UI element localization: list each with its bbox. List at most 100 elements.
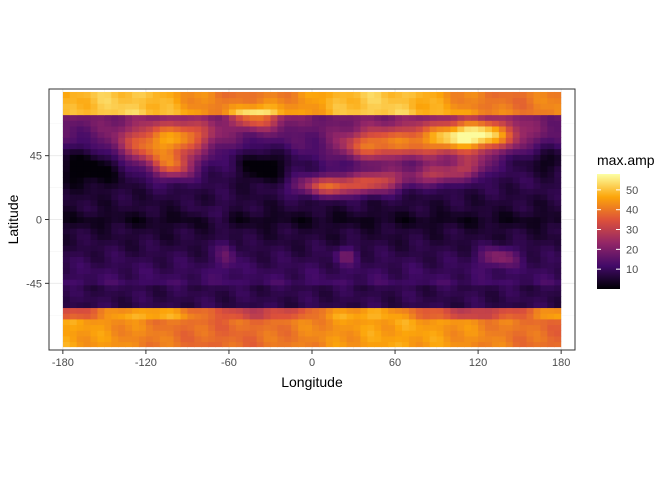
heatmap-cell [305, 330, 313, 337]
heatmap-cell [533, 205, 541, 212]
heatmap-cell [166, 284, 175, 292]
heatmap-cell [284, 91, 292, 99]
heatmap-cell [104, 256, 112, 263]
heatmap-cell [277, 273, 285, 280]
heatmap-cell [152, 188, 161, 195]
heatmap-cell [471, 171, 479, 178]
heatmap-cell [298, 307, 306, 314]
heatmap-cell [485, 335, 493, 343]
heatmap-cell [415, 267, 424, 274]
heatmap-cell [505, 199, 514, 206]
heatmap-cell [374, 188, 382, 195]
heatmap-cell [312, 279, 320, 286]
heatmap-cell [339, 97, 348, 104]
heatmap-cell [554, 176, 562, 184]
heatmap-cell [374, 256, 382, 263]
heatmap-cell [353, 91, 362, 99]
heatmap-cell [374, 176, 382, 184]
heatmap-cell [401, 193, 410, 201]
heatmap-cell [505, 154, 514, 161]
heatmap-cell [305, 313, 313, 320]
heatmap-cell [277, 239, 285, 246]
heatmap-cell [429, 313, 438, 320]
heatmap-cell [312, 142, 320, 150]
heatmap-cell [284, 182, 292, 189]
heatmap-cell [374, 250, 382, 257]
heatmap-cell [97, 239, 105, 246]
heatmap-cell [422, 159, 431, 167]
heatmap-cell [519, 193, 528, 201]
heatmap-cell [152, 125, 161, 133]
heatmap-cell [367, 142, 375, 150]
heatmap-cell [277, 114, 285, 121]
heatmap-cell [471, 199, 479, 206]
heatmap-cell [401, 324, 410, 331]
heatmap-cell [478, 250, 486, 257]
heatmap-cell [298, 210, 306, 218]
heatmap-cell [132, 114, 140, 121]
heatmap-cell [450, 165, 458, 172]
heatmap-cell [353, 222, 362, 229]
heatmap-cell [76, 228, 85, 235]
heatmap-cell [381, 120, 389, 127]
heatmap-cell [505, 250, 514, 257]
heatmap-cell [408, 290, 417, 297]
heatmap-cell [242, 296, 251, 303]
heatmap-cell [242, 318, 251, 326]
heatmap-cell [284, 267, 292, 274]
heatmap-cell [457, 103, 465, 110]
heatmap-cell [512, 233, 521, 240]
heatmap-cell [256, 307, 265, 314]
heatmap-cell [540, 233, 548, 240]
heatmap-cell [69, 165, 78, 172]
heatmap-cell [478, 284, 486, 292]
heatmap-cell [464, 273, 472, 280]
heatmap-cell [339, 335, 348, 343]
heatmap-cell [312, 176, 320, 184]
heatmap-cell [152, 199, 161, 206]
heatmap-cell [125, 216, 133, 223]
heatmap-cell [256, 233, 265, 240]
heatmap-cell [104, 176, 112, 184]
heatmap-cell [138, 318, 147, 326]
heatmap-cell [270, 171, 278, 178]
heatmap-cell [325, 97, 334, 104]
heatmap-cell [270, 301, 278, 309]
heatmap-cell [554, 205, 562, 212]
heatmap-cell [270, 256, 278, 263]
heatmap-cell [436, 193, 445, 201]
heatmap-cell [429, 137, 438, 144]
heatmap-cell [526, 193, 535, 201]
heatmap-cell [381, 273, 389, 280]
heatmap-cell [429, 210, 438, 218]
heatmap-cell [215, 131, 223, 138]
heatmap-cell [111, 165, 119, 172]
heatmap-cell [318, 290, 327, 297]
heatmap-cell [159, 199, 168, 206]
heatmap-cell [388, 324, 396, 331]
heatmap-cell [132, 250, 140, 257]
heatmap-cell [540, 256, 548, 263]
heatmap-cell [173, 324, 182, 331]
heatmap-cell [436, 290, 445, 297]
heatmap-cell [512, 313, 521, 320]
heatmap-cell [450, 228, 458, 235]
heatmap-cell [166, 296, 175, 303]
heatmap-cell [201, 182, 209, 189]
heatmap-cell [443, 205, 452, 212]
heatmap-cell [353, 188, 362, 195]
heatmap-cell [249, 324, 258, 331]
heatmap-cell [353, 108, 362, 116]
heatmap-cell [62, 318, 71, 326]
heatmap-cell [228, 165, 237, 172]
heatmap-cell [76, 324, 85, 331]
heatmap-cell [533, 120, 541, 127]
heatmap-cell [104, 210, 112, 218]
heatmap-cell [381, 199, 389, 206]
heatmap-cell [97, 205, 105, 212]
heatmap-cell [97, 222, 105, 229]
heatmap-cell [83, 313, 92, 320]
heatmap-cell [547, 301, 555, 309]
heatmap-cell [346, 284, 355, 292]
heatmap-cell [353, 210, 362, 218]
